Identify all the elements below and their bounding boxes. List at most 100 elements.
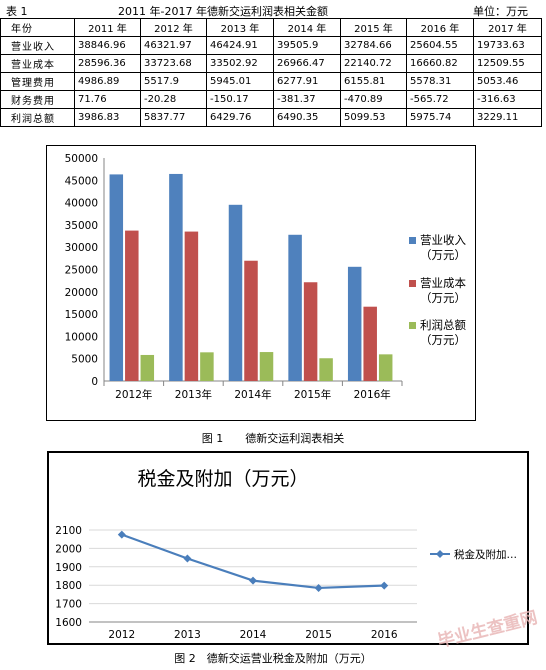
table-unit: 单位：万元 [473,5,528,18]
row-label: 营业成本 [0,54,75,73]
y-tick-label: 50000 [65,153,98,165]
table-cell: 3986.83 [74,108,141,127]
bar-revenue [347,266,362,381]
data-point [249,576,257,585]
table-cell: -150.17 [206,90,274,109]
y-tick-label: 1900 [55,562,82,574]
x-tick-label: 2012年 [115,388,152,401]
legend-marker [436,550,444,558]
table-header-row: 年份 2011 年 2012 年 2013 年 2014 年 2015 年 2016 年 20… [0,18,542,37]
table-cell: 46321.97 [140,36,207,55]
x-tick-label: 2012 [108,629,135,641]
row-label: 管理费用 [0,72,75,91]
table-cell: 5837.77 [140,108,207,127]
bar-profit [319,358,333,381]
table-label: 表 1 [6,5,28,18]
table-cell: -20.28 [140,90,207,109]
financial-table: 年份 2011 年 2012 年 2013 年 2014 年 2015 年 2016 年 20… [0,18,542,127]
table-cell: 5053.46 [473,72,542,91]
table-cell: 25604.55 [406,36,474,55]
table-header-cell: 2017 年 [473,18,542,37]
legend-label: 营业收入 [420,233,466,247]
y-tick-label: 15000 [65,309,98,321]
table-cell: 39505.9 [273,36,341,55]
bar-profit [259,352,274,381]
bar-cost [303,282,318,381]
legend-swatch [409,322,416,329]
legend-label: 税金及附加… [454,548,517,561]
table-cell: -470.89 [340,90,407,109]
table-cell: 71.76 [74,90,141,109]
x-tick-label: 2016 [371,629,398,641]
table-row: 营业收入 38846.96 46321.97 46424.91 39505.9 32784… [0,36,542,55]
legend-label-unit: （万元） [420,291,466,305]
y-tick-label: 2100 [55,525,82,537]
table-header-cell: 年份 [0,18,75,37]
table-cell: 5578.31 [406,72,474,91]
y-tick-label: 30000 [65,242,98,254]
table-header-cell: 2012 年 [140,18,207,37]
table-row: 财务费用 71.76 -20.28 -150.17 -381.37 -470.89 -565… [0,90,542,109]
table-cell: 5517.9 [140,72,207,91]
table-cell: 6277.91 [273,72,341,91]
y-tick-label: 40000 [65,198,98,210]
legend-label-unit: （万元） [420,333,466,347]
table-cell: 5975.74 [406,108,474,127]
legend-label: 营业成本 [420,276,466,290]
bar-profit [140,354,155,381]
legend-swatch [409,237,416,244]
legend-swatch [409,280,416,287]
row-label: 利润总额 [0,108,75,127]
y-tick-label: 5000 [71,354,98,366]
table-title: 2011 年-2017 年德新交运利润表相关金额 [118,5,328,18]
x-tick-label: 2016年 [354,388,391,401]
table-cell: 5099.53 [340,108,407,127]
y-tick-label: 2000 [55,543,82,555]
table-cell: 6155.81 [340,72,407,91]
x-tick-label: 2014年 [234,388,271,401]
line-chart: 税金及附加（万元） 1600 1700 1800 1900 2000 2100 2012 201… [47,451,529,645]
table-header-cell: 2016 年 [406,18,474,37]
table-cell: 22140.72 [340,54,407,73]
bar-cost [244,260,258,381]
table-header-cell: 2013 年 [206,18,274,37]
bar-cost [125,230,139,381]
table-cell: 19733.63 [473,36,542,55]
bar-cost [363,306,377,381]
table-cell: 3229.11 [473,108,542,127]
y-tick-label: 1600 [55,617,82,629]
table-header-cell: 2015 年 [340,18,407,37]
table-row: 利润总额 3986.83 5837.77 6429.76 6490.35 5099.53 5… [0,108,542,127]
y-tick-label: 45000 [65,175,98,187]
x-tick-label: 2015年 [294,388,331,401]
table-caption: 表 1 2011 年-2017 年德新交运利润表相关金额 单位：万元 [0,2,546,18]
table-cell: -381.37 [273,90,341,109]
table-cell: 28596.36 [74,54,141,73]
table-header-cell: 2011 年 [74,18,141,37]
x-tick-label: 2015 [305,629,332,641]
y-tick-label: 1700 [55,599,82,611]
legend-label-unit: （万元） [420,248,466,262]
table-cell: 12509.55 [473,54,542,73]
table-cell: 33502.92 [206,54,274,73]
chart-title: 税金及附加（万元） [137,468,308,490]
bar-revenue [169,173,183,381]
table-header-cell: 2014 年 [273,18,341,37]
row-label: 财务费用 [0,90,75,109]
y-tick-label: 35000 [65,220,98,232]
y-tick-label: 20000 [65,287,98,299]
table-cell: 32784.66 [340,36,407,55]
table-cell: 16660.82 [406,54,474,73]
bar-profit [378,354,393,381]
figure-1-caption: 图 1 德新交运利润表相关 [201,432,345,445]
legend-label: 利润总额 [420,318,466,332]
table-cell: 26966.47 [273,54,341,73]
data-point [314,583,323,592]
bar-revenue [288,234,302,381]
table-cell: 46424.91 [206,36,274,55]
figure-2-caption: 图 2 德新交运营业税金及附加（万元） [174,652,372,665]
bar-revenue [228,204,243,381]
x-tick-label: 2014 [240,629,267,641]
data-point [380,581,389,590]
table-cell: 4986.89 [74,72,141,91]
